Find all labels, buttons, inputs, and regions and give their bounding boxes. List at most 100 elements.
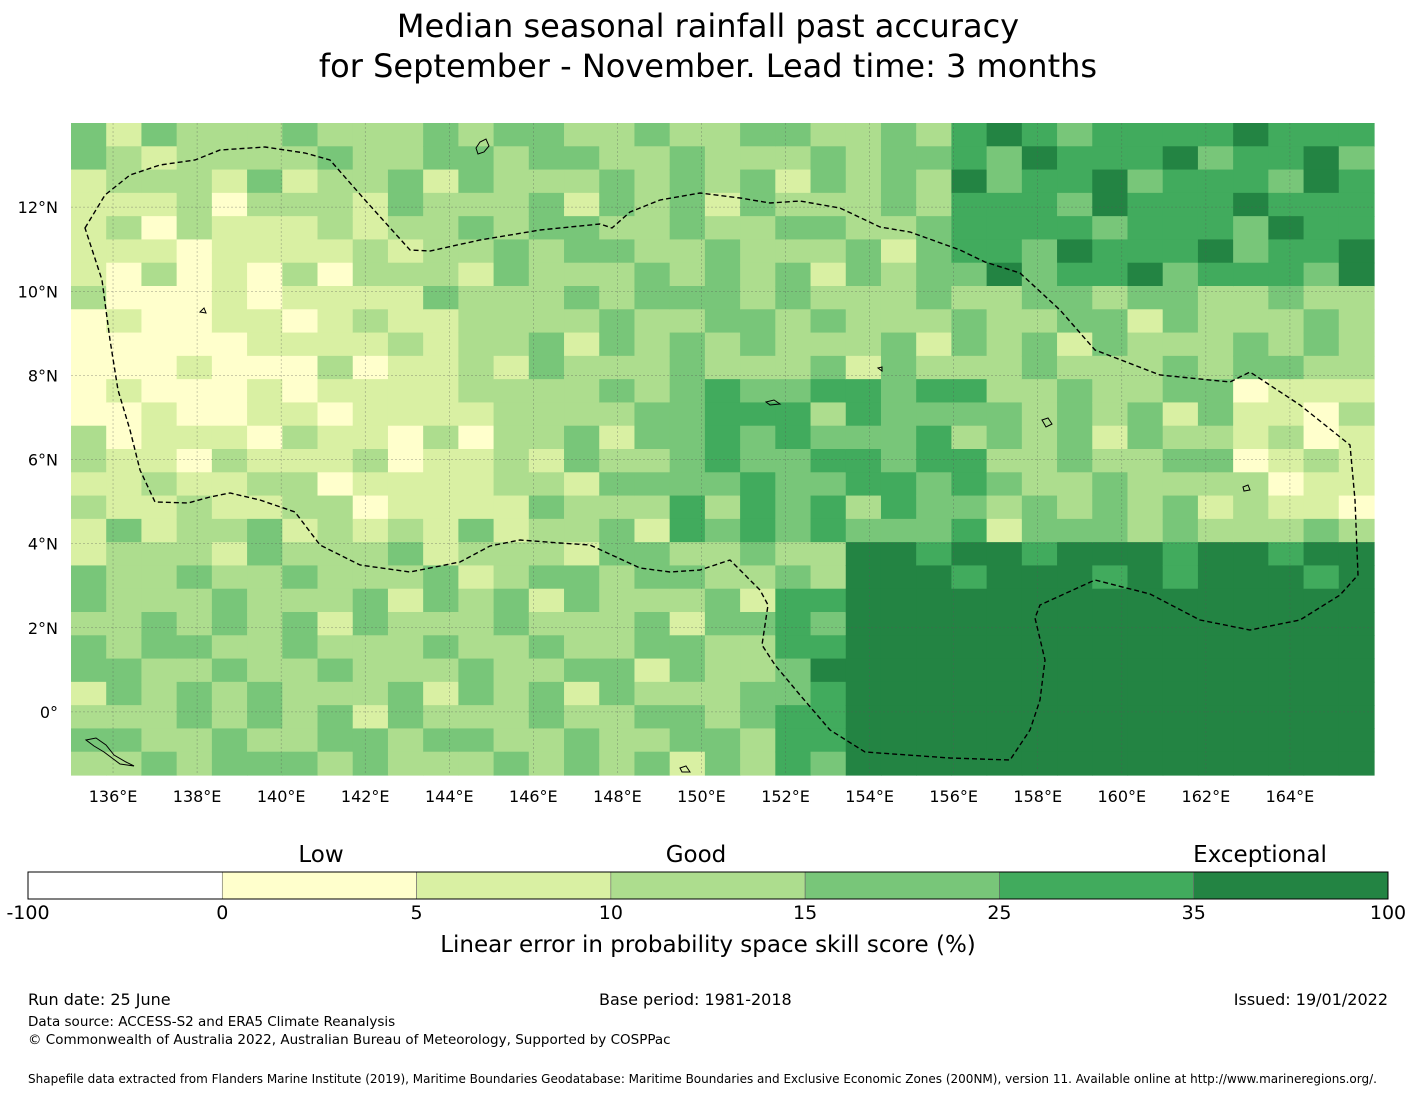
skill-cell bbox=[634, 635, 671, 660]
skill-cell bbox=[141, 402, 178, 427]
skill-cell bbox=[704, 728, 741, 753]
skill-cell bbox=[634, 518, 671, 543]
colorbar-title: Linear error in probability space skill … bbox=[440, 932, 976, 958]
skill-cell bbox=[106, 402, 143, 427]
skill-cell bbox=[106, 565, 143, 590]
lon-tick-label: 148°E bbox=[593, 787, 642, 806]
colorbar-tick-label: 100 bbox=[1369, 902, 1407, 924]
colorbar-segment bbox=[221, 871, 417, 900]
skill-cell bbox=[141, 262, 178, 287]
skill-cell bbox=[1092, 309, 1129, 334]
skill-cell bbox=[1197, 612, 1234, 636]
skill-cell bbox=[845, 169, 882, 194]
skill-cell bbox=[740, 146, 776, 171]
skill-cell bbox=[1092, 192, 1129, 217]
skill-cell bbox=[458, 728, 495, 753]
skill-cell bbox=[423, 309, 459, 334]
skill-cell bbox=[1233, 658, 1269, 683]
skill-cell bbox=[704, 658, 741, 683]
skill-cell bbox=[986, 216, 1023, 241]
skill-cell bbox=[1233, 542, 1269, 567]
skill-cell bbox=[599, 425, 636, 450]
skill-cell bbox=[528, 309, 565, 334]
skill-grid-cells bbox=[71, 123, 1375, 776]
skill-cell bbox=[1268, 658, 1305, 683]
skill-cell bbox=[1162, 542, 1199, 567]
skill-cell bbox=[1268, 425, 1305, 450]
skill-cell bbox=[458, 192, 495, 217]
skill-cell bbox=[106, 169, 143, 194]
skill-cell bbox=[740, 681, 776, 706]
skill-cell bbox=[1303, 635, 1340, 660]
skill-cell bbox=[986, 588, 1023, 613]
skill-cell bbox=[1268, 449, 1305, 473]
skill-cell bbox=[528, 425, 565, 450]
skill-cell bbox=[775, 402, 812, 427]
skill-cell bbox=[352, 449, 389, 473]
skill-cell bbox=[810, 146, 847, 171]
skill-cell bbox=[916, 402, 953, 427]
skill-cell bbox=[493, 309, 530, 334]
skill-cell bbox=[669, 751, 706, 776]
skill-cell bbox=[564, 216, 600, 241]
skill-cell bbox=[1268, 472, 1305, 497]
skill-cell bbox=[669, 123, 706, 147]
skill-cell bbox=[1197, 449, 1234, 473]
skill-cell bbox=[1197, 123, 1234, 147]
lon-tick-label: 142°E bbox=[341, 787, 390, 806]
skill-cell bbox=[951, 309, 988, 334]
skill-cell bbox=[352, 425, 389, 450]
colorbar-segment bbox=[804, 871, 1000, 900]
skill-cell bbox=[1021, 355, 1058, 380]
skill-cell bbox=[775, 309, 812, 334]
skill-cell bbox=[1092, 402, 1129, 427]
skill-cell bbox=[106, 146, 143, 171]
skill-cell bbox=[880, 286, 917, 310]
skill-cell bbox=[1303, 309, 1340, 334]
skill-cell bbox=[1092, 216, 1129, 241]
skill-cell bbox=[1021, 518, 1058, 543]
skill-cell bbox=[141, 425, 178, 450]
skill-cell bbox=[1303, 728, 1340, 753]
skill-cell bbox=[528, 332, 565, 357]
skill-cell bbox=[845, 588, 882, 613]
skill-cell bbox=[1197, 751, 1234, 776]
skill-cell bbox=[493, 123, 530, 147]
skill-cell bbox=[810, 612, 847, 636]
skill-cell bbox=[493, 588, 530, 613]
skill-cell bbox=[669, 169, 706, 194]
skill-cell bbox=[916, 588, 953, 613]
skill-cell bbox=[282, 425, 319, 450]
skill-cell bbox=[71, 192, 107, 217]
skill-cell bbox=[704, 681, 741, 706]
skill-cell bbox=[458, 216, 495, 241]
skill-cell bbox=[1057, 705, 1093, 730]
skill-cell bbox=[951, 565, 988, 590]
skill-cell bbox=[458, 449, 495, 473]
skill-cell bbox=[810, 588, 847, 613]
skill-cell bbox=[704, 216, 741, 241]
skill-cell bbox=[775, 565, 812, 590]
skill-cell bbox=[282, 216, 319, 241]
skill-cell bbox=[1233, 169, 1269, 194]
base-period: Base period: 1981-2018 bbox=[599, 990, 792, 1009]
skill-cell bbox=[564, 449, 600, 473]
skill-cell bbox=[1233, 705, 1269, 730]
skill-cell bbox=[141, 309, 178, 334]
skill-cell bbox=[880, 658, 917, 683]
skill-cell bbox=[1057, 239, 1093, 264]
skill-cell bbox=[1162, 565, 1199, 590]
skill-cell bbox=[493, 239, 530, 264]
skill-cell bbox=[634, 495, 671, 520]
colorbar-label-good: Good bbox=[665, 842, 727, 868]
skill-cell bbox=[1303, 588, 1340, 613]
skill-cell bbox=[141, 379, 178, 404]
skill-cell bbox=[951, 123, 988, 147]
skill-cell bbox=[423, 472, 459, 497]
skill-cell bbox=[387, 705, 424, 730]
skill-cell bbox=[352, 192, 389, 217]
skill-cell bbox=[669, 146, 706, 171]
skill-cell bbox=[1197, 635, 1234, 660]
skill-cell bbox=[634, 169, 671, 194]
skill-cell bbox=[810, 495, 847, 520]
